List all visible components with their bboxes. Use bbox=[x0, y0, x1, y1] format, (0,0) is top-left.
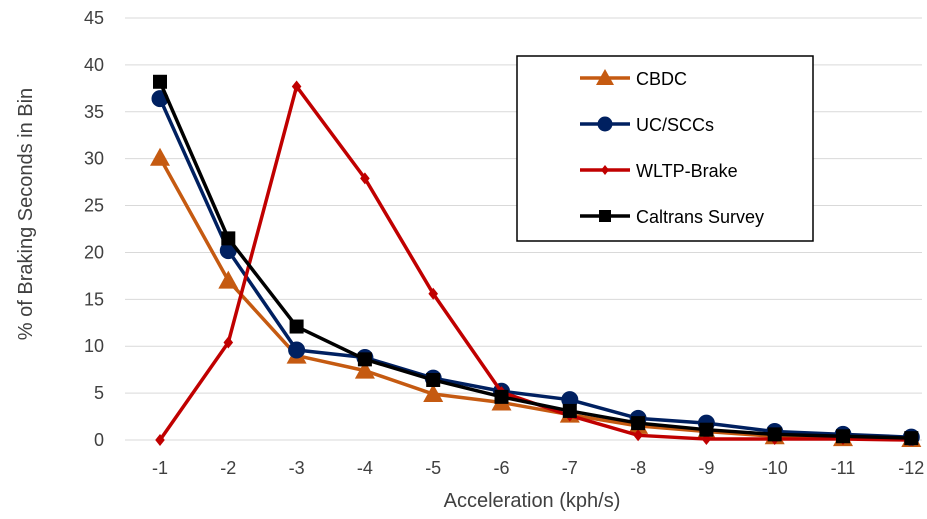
data-point-diamond bbox=[360, 172, 370, 185]
x-tick-label: -10 bbox=[762, 458, 788, 478]
x-tick-label: -2 bbox=[220, 458, 236, 478]
x-tick-label: -8 bbox=[630, 458, 646, 478]
x-tick-label: -1 bbox=[152, 458, 168, 478]
y-tick-label: 0 bbox=[94, 430, 104, 450]
data-point-square bbox=[562, 403, 577, 418]
data-point-square bbox=[836, 429, 850, 444]
data-point-diamond bbox=[223, 336, 234, 349]
data-point-diamond bbox=[601, 165, 609, 175]
x-tick-label: -3 bbox=[289, 458, 305, 478]
legend-label: WLTP-Brake bbox=[636, 161, 738, 181]
data-point-circle bbox=[288, 341, 306, 359]
data-point-square bbox=[153, 74, 167, 89]
legend-item: Caltrans Survey bbox=[580, 207, 764, 227]
data-point-square bbox=[357, 352, 372, 367]
y-tick-label: 5 bbox=[94, 383, 104, 403]
data-point-square bbox=[631, 416, 646, 431]
x-tick-label: -4 bbox=[357, 458, 373, 478]
x-axis-tick-labels: -1 -2 -3 -4 -5 -6 -7 -8 -9 -10 -11 -12 bbox=[152, 458, 924, 478]
legend-label: Caltrans Survey bbox=[636, 207, 764, 227]
legend: CBDC UC/SCCs WLTP-Brake Caltrans Survey bbox=[516, 55, 814, 242]
data-point-square bbox=[221, 231, 236, 246]
data-point-diamond bbox=[155, 434, 165, 446]
data-point-triangle bbox=[354, 360, 375, 379]
x-tick-label: -6 bbox=[493, 458, 509, 478]
data-point-triangle bbox=[218, 270, 239, 289]
data-point-triangle bbox=[150, 147, 170, 166]
series-line bbox=[158, 81, 912, 440]
legend-label: UC/SCCs bbox=[636, 115, 714, 135]
data-point-diamond bbox=[633, 429, 643, 442]
data-point-square bbox=[904, 431, 919, 446]
data-point-square bbox=[599, 210, 611, 222]
y-tick-label: 30 bbox=[84, 149, 104, 169]
data-point-triangle bbox=[596, 69, 614, 85]
legend-item: UC/SCCs bbox=[580, 115, 714, 135]
y-tick-label: 15 bbox=[84, 289, 104, 309]
y-tick-label: 25 bbox=[84, 196, 104, 216]
x-tick-label: -12 bbox=[898, 458, 924, 478]
data-point-square bbox=[289, 319, 304, 334]
data-point-square bbox=[426, 372, 441, 387]
x-tick-label: -5 bbox=[425, 458, 441, 478]
y-tick-label: 40 bbox=[84, 55, 104, 75]
series-caltrans-survey bbox=[153, 74, 919, 446]
y-axis-title: % of Braking Seconds in Bin bbox=[15, 88, 37, 340]
series-line bbox=[158, 97, 912, 439]
series-line bbox=[158, 156, 912, 441]
y-tick-label: 45 bbox=[84, 8, 104, 28]
y-tick-label: 35 bbox=[84, 102, 104, 122]
series-group bbox=[150, 74, 922, 448]
x-tick-label: -9 bbox=[698, 458, 714, 478]
data-point-square bbox=[494, 389, 509, 404]
legend-item: CBDC bbox=[580, 69, 687, 89]
x-tick-label: -11 bbox=[831, 458, 856, 478]
y-axis-tick-labels: 0 5 10 15 20 25 30 35 40 45 bbox=[84, 8, 104, 450]
data-point-square bbox=[767, 427, 782, 442]
data-point-square bbox=[699, 422, 714, 437]
legend-box bbox=[516, 55, 814, 242]
x-axis-title: Acceleration (kph/s) bbox=[444, 490, 621, 512]
data-point-triangle bbox=[423, 384, 444, 403]
data-point-diamond bbox=[428, 287, 438, 300]
x-tick-label: -7 bbox=[562, 458, 578, 478]
data-point-diamond bbox=[291, 80, 302, 93]
legend-label: CBDC bbox=[636, 69, 687, 89]
legend-item: WLTP-Brake bbox=[580, 161, 738, 181]
data-point-circle bbox=[597, 116, 613, 132]
y-tick-label: 10 bbox=[84, 336, 104, 356]
y-tick-label: 20 bbox=[84, 242, 104, 262]
